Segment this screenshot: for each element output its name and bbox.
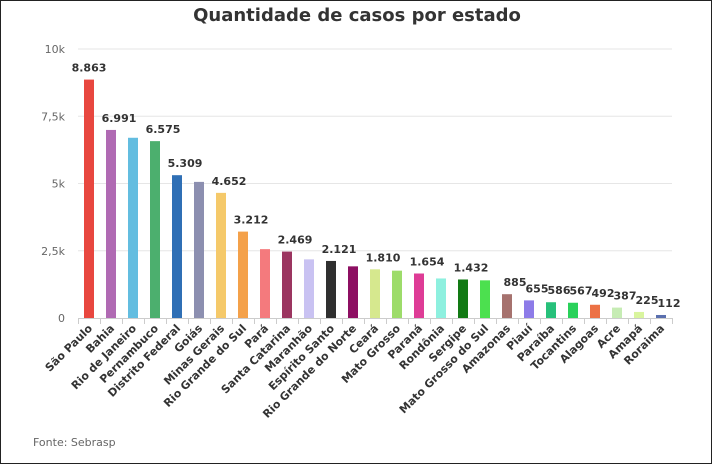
data-label: 655 [526,282,549,295]
bar [106,129,116,318]
data-label: 567 [570,285,593,298]
y-tick-label: 0 [58,312,65,325]
bar [656,314,666,318]
bar [348,266,358,318]
bar [216,192,226,318]
bar [480,280,490,318]
y-tick-label: 10k [45,43,66,56]
bar [436,278,446,318]
bar [634,311,644,318]
bar [150,141,160,318]
source-note: Fonte: Sebrasp [33,436,116,449]
bar [84,79,94,318]
y-tick-label: 2,5k [41,245,65,258]
bar [282,251,292,318]
chart-title: Quantidade de casos por estado [193,5,521,26]
bar [238,231,248,318]
data-label: 5.309 [168,157,203,170]
data-label: 3.212 [234,214,269,227]
data-label: 1.654 [410,256,445,269]
data-label: 112 [658,297,681,310]
data-label: 2.469 [278,234,313,247]
bars: 8.863 6.991 6.575 5.309 4.652 3.212 2.469 2.121… [72,62,681,318]
bar [590,304,600,318]
data-label: 6.575 [146,123,181,136]
data-label: 2.121 [322,243,357,256]
bar [458,279,468,318]
y-tick-label: 7,5k [41,110,65,123]
bar [612,307,622,318]
bar [370,269,380,318]
bar [546,302,556,318]
data-label: 225 [636,294,659,307]
data-label: 492 [592,287,615,300]
data-label: 1.810 [366,251,401,264]
bar [304,259,314,318]
data-label: 885 [504,276,527,289]
bar [172,175,182,318]
bar [392,270,402,318]
y-axis: 0 2,5k 5k 7,5k 10k [41,43,65,325]
gridlines [78,48,672,252]
data-label: 8.863 [72,62,107,75]
bar [326,260,336,318]
data-label: 4.652 [212,175,247,188]
data-label: 1.432 [454,261,489,274]
bar [502,294,512,318]
data-label: 586 [548,284,571,297]
bar [260,249,270,318]
bar [194,181,204,318]
y-tick-label: 5k [52,178,66,191]
data-label: 387 [614,290,637,303]
bar [524,300,534,318]
bar [414,273,424,318]
bar [568,302,578,318]
bar [128,137,138,318]
data-label: 6.991 [102,112,137,125]
